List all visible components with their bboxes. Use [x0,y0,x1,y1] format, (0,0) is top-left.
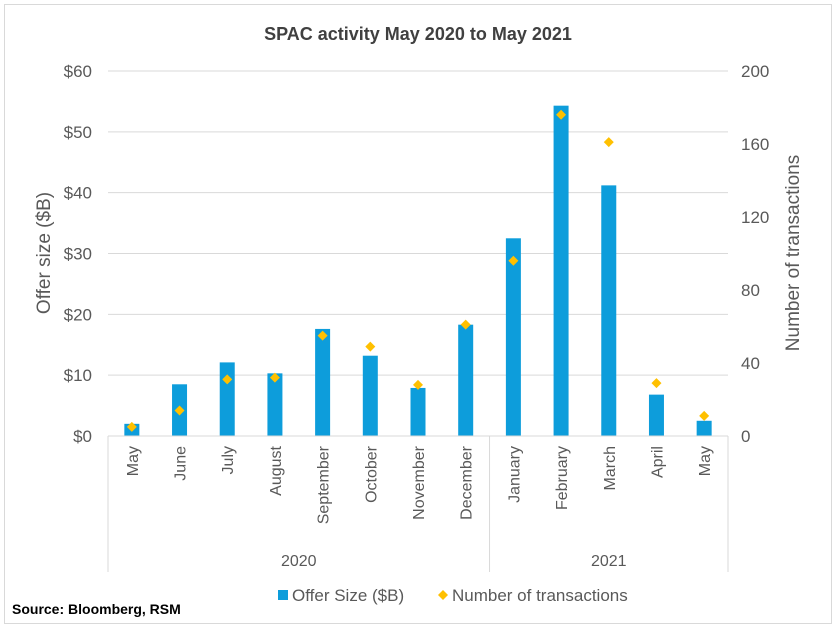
category-label: March [602,446,619,490]
bar [696,420,712,436]
transaction-marker [269,372,280,383]
left-tick-label: $10 [64,366,92,385]
right-tick-label: 160 [741,135,769,154]
right-tick-label: 80 [741,281,760,300]
right-tick-label: 200 [741,62,769,81]
marker-series [126,109,710,432]
right-tick-label: 40 [741,354,760,373]
bar [410,387,426,436]
bar [601,185,617,436]
transaction-marker [508,255,519,266]
bar [362,355,378,436]
bar-series [124,105,712,437]
category-label: April [649,446,666,478]
left-tick-label: $40 [64,184,92,203]
legend-bar-label: Offer Size ($B) [292,586,404,605]
bar [458,324,474,436]
category-axis: May June July August September October Novembe… [107,435,729,572]
transaction-marker [603,137,614,148]
transaction-marker [126,421,137,432]
left-tick-label: $60 [64,62,92,81]
category-label: December [459,445,476,519]
category-label: June [173,446,190,481]
bar [505,238,521,436]
category-label: November [411,445,428,519]
bar [267,373,283,436]
category-label: October [363,445,380,503]
left-tick-label: $20 [64,305,92,324]
transaction-marker [222,374,233,385]
left-axis-ticks: $0 $10 $20 $30 $40 $50 $60 [64,62,92,446]
year-group-label: 2020 [281,553,317,570]
transaction-marker [317,330,328,341]
category-label: July [220,446,237,474]
left-tick-label: $0 [73,427,92,446]
source-note: Source: Bloomberg, RSM [12,601,181,617]
transaction-marker [174,405,185,416]
legend-marker-label: Number of transactions [452,586,628,605]
transaction-marker [699,410,710,421]
category-label: September [316,445,333,524]
chart-title: SPAC activity May 2020 to May 2021 [264,24,572,44]
right-tick-label: 120 [741,208,769,227]
left-tick-label: $50 [64,123,92,142]
transaction-marker [460,319,471,330]
legend-bar-swatch [278,590,288,600]
bar [219,362,235,436]
transaction-marker [651,378,662,389]
category-label: May [697,446,714,476]
right-axis-title: Number of transactions [783,155,804,351]
right-tick-label: 0 [741,427,750,446]
bar [553,105,569,437]
transaction-marker [556,109,567,120]
category-label: January [506,446,523,503]
bar [315,328,331,436]
transaction-marker [413,379,423,390]
chart-frame [4,4,832,624]
transaction-marker [365,341,376,352]
left-axis-title: Offer size ($B) [34,192,55,314]
right-axis-ticks: 0 40 80 120 160 200 [741,62,769,446]
left-tick-label: $30 [64,245,92,264]
legend-marker-swatch [438,590,448,600]
category-label: August [268,445,285,495]
year-group-label: 2021 [591,553,627,570]
category-label: February [554,446,571,510]
legend: Offer Size ($B) Number of transactions [278,586,628,605]
bar [648,394,664,436]
category-label: May [125,446,142,476]
